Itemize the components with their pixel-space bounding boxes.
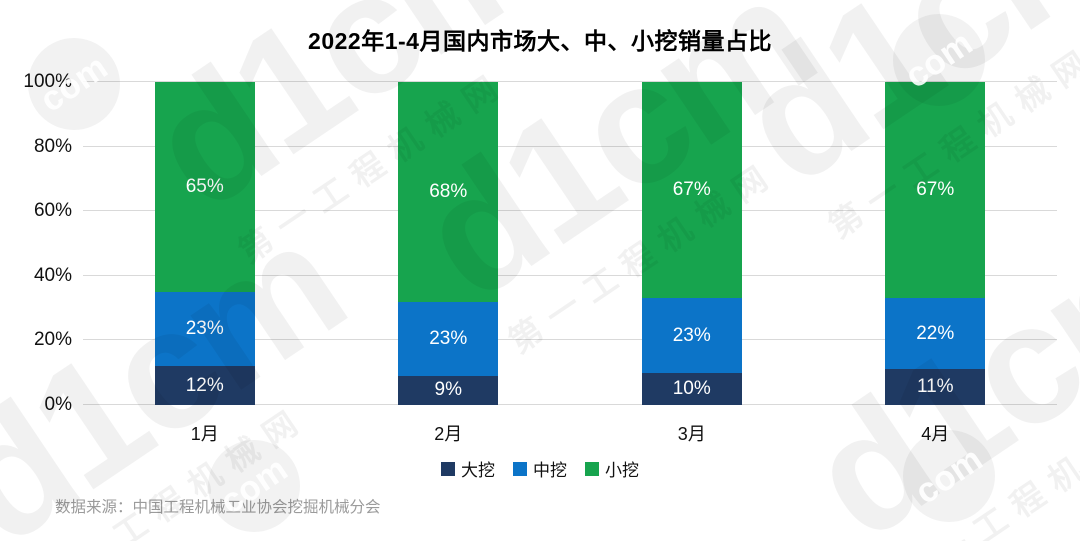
bar-group-2: 9% 23% 68%	[398, 82, 499, 405]
y-axis-tick-label: 0%	[44, 394, 72, 415]
bar-segment: 10%	[641, 372, 742, 405]
bar-group-4: 11% 22% 67%	[885, 82, 986, 405]
bar-segment: 68%	[398, 82, 499, 302]
legend-item-1: 大挖	[441, 456, 495, 481]
bar-value-label: 23%	[672, 324, 711, 346]
x-axis-label: 1月	[190, 424, 219, 444]
y-axis-tick-label: 100%	[23, 71, 72, 92]
bar-segment: 23%	[154, 291, 255, 367]
y-axis-tick-label: 20%	[33, 329, 72, 351]
legend-swatch	[513, 461, 527, 476]
legend-label: 大挖	[461, 461, 495, 480]
chart-title: 2022年1-4月国内市场大、中、小挖销量占比	[308, 28, 772, 54]
bar-value-label: 68%	[429, 180, 468, 202]
bar-segment: 11%	[885, 369, 986, 405]
bar-segment: 65%	[154, 82, 255, 292]
y-axis-labels: 0% 20% 40% 60% 80% 100%	[0, 71, 72, 415]
x-axis-labels: 1月 2月 3月 4月	[83, 420, 1057, 448]
legend-swatch	[585, 461, 599, 476]
gridline	[83, 404, 1057, 405]
legend-item-2: 中挖	[513, 456, 567, 481]
plot-area: 12% 23% 65% 9% 23% 68% 10% 23% 67% 11% 22% 67%	[83, 81, 1057, 405]
x-axis-label: 3月	[677, 424, 706, 444]
gridline	[83, 274, 1057, 276]
bar-value-label: 23%	[429, 327, 468, 349]
y-axis-tick-label: 40%	[33, 264, 72, 286]
gridline	[83, 145, 1057, 147]
bar-segment: 23%	[641, 298, 742, 373]
gridline	[83, 210, 1057, 212]
bar-segment: 12%	[154, 366, 255, 405]
gridline	[83, 81, 1057, 82]
bar-value-label: 23%	[185, 318, 224, 340]
bar-segment: 23%	[398, 301, 499, 376]
legend-label: 中挖	[533, 461, 567, 480]
bar-value-label: 11%	[916, 376, 954, 398]
bar-value-label: 67%	[672, 179, 711, 201]
legend-item-3: 小挖	[585, 456, 639, 481]
bar-segment: 22%	[885, 298, 986, 370]
bar-value-label: 10%	[672, 377, 711, 399]
data-source-note: 数据来源：中国工程机械工业协会挖掘机械分会	[55, 499, 381, 516]
bar-segment: 67%	[641, 82, 742, 299]
bar-value-label: 22%	[916, 322, 955, 344]
bar-value-label: 67%	[916, 179, 955, 201]
bar-segment: 9%	[398, 375, 499, 405]
legend-label: 小挖	[605, 461, 639, 480]
x-axis-label: 4月	[921, 424, 950, 444]
gridline	[83, 339, 1057, 341]
x-axis-label: 2月	[434, 424, 463, 444]
y-axis-tick-label: 60%	[33, 200, 72, 222]
bar-segment: 67%	[885, 82, 986, 299]
legend-swatch	[441, 461, 455, 476]
bar-value-label: 65%	[185, 175, 224, 197]
y-axis-tick-label: 80%	[33, 135, 72, 157]
bar-group-1: 12% 23% 65%	[154, 82, 255, 405]
bar-value-label: 9%	[434, 379, 462, 401]
bar-value-label: 12%	[185, 374, 224, 396]
bar-group-3: 10% 23% 67%	[641, 82, 742, 405]
legend: 大挖 中挖 小挖	[0, 456, 1080, 481]
